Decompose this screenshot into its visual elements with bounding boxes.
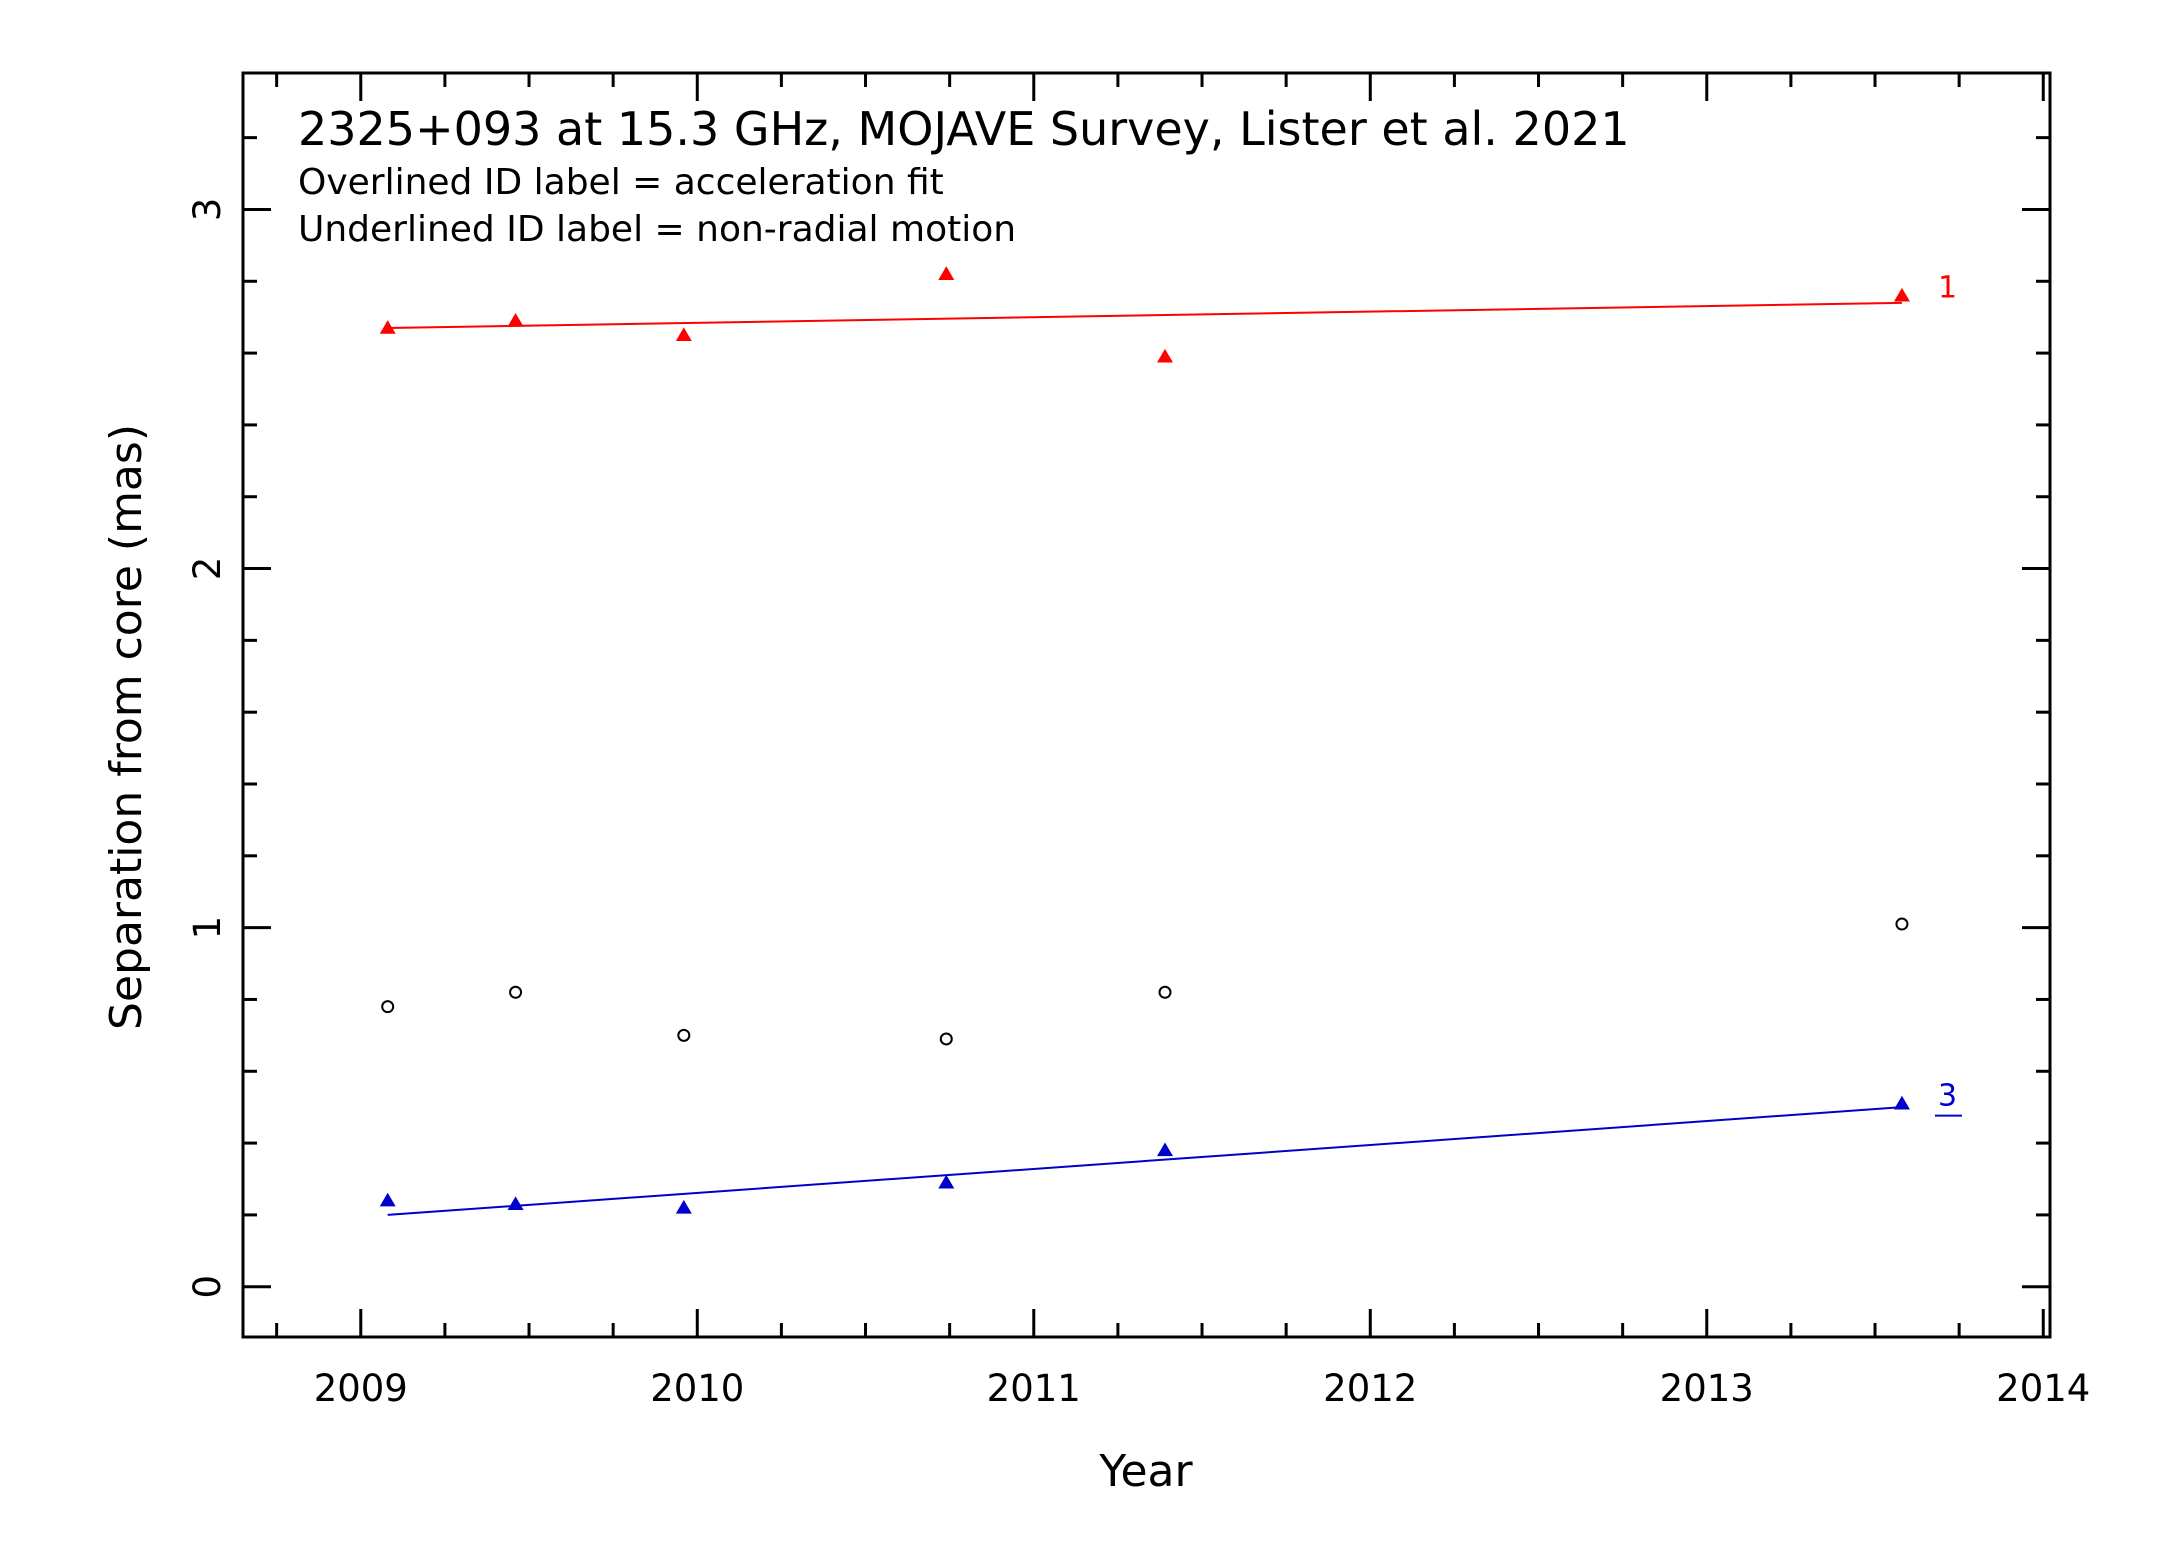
data-point xyxy=(379,320,396,334)
x-tick-label: 2014 xyxy=(1996,1367,2090,1410)
series-label-3: 3 xyxy=(1938,1079,1957,1114)
series-label-1: 1 xyxy=(1938,271,1957,306)
axis-ticks xyxy=(243,73,2050,1337)
x-tick-label: 2013 xyxy=(1660,1367,1754,1410)
x-tick-label: 2010 xyxy=(650,1367,744,1410)
data-point xyxy=(677,1028,691,1042)
data-points xyxy=(379,266,1910,1214)
y-tick-label: 0 xyxy=(186,1275,229,1299)
series-labels: 13 xyxy=(1934,271,1962,1117)
x-tick-label: 2009 xyxy=(314,1367,408,1410)
data-point xyxy=(939,1032,953,1046)
y-tick-label: 1 xyxy=(186,916,229,940)
annotation-overlined: Overlined ID label = acceleration fit xyxy=(298,162,944,203)
data-point xyxy=(1157,1142,1174,1157)
annotation-underlined: Underlined ID label = non-radial motion xyxy=(298,209,1016,250)
x-axis-title: Year xyxy=(1098,1446,1193,1497)
plot-frame xyxy=(241,71,2052,1339)
data-point xyxy=(675,1199,692,1214)
data-point xyxy=(509,985,523,999)
data-point xyxy=(381,1000,395,1014)
x-tick-label: 2011 xyxy=(987,1367,1081,1410)
fit-line-0 xyxy=(387,301,1902,329)
fit-lines xyxy=(387,301,1903,1216)
data-point xyxy=(938,266,955,280)
data-point xyxy=(379,1192,396,1207)
y-axis-title: Separation from core (mas) xyxy=(101,424,152,1030)
y-tick-label: 3 xyxy=(186,198,229,222)
data-point xyxy=(507,1196,524,1210)
data-point xyxy=(1893,287,1910,302)
data-point xyxy=(938,1174,955,1189)
data-point xyxy=(1157,348,1174,363)
data-point xyxy=(1893,1095,1910,1110)
data-point xyxy=(1158,985,1172,999)
data-point xyxy=(675,327,692,341)
data-point xyxy=(1895,917,1909,931)
y-tick-label: 2 xyxy=(186,557,229,581)
x-tick-label: 2012 xyxy=(1323,1367,1417,1410)
data-point xyxy=(507,312,524,327)
tick-labels: 2009 2010 2011 2012 2013 2014 0 1 2 3 xyxy=(186,198,2090,1410)
chart-title: 2325+093 at 15.3 GHz, MOJAVE Survey, Lis… xyxy=(298,102,1630,156)
fit-line-1 xyxy=(387,1106,1903,1216)
